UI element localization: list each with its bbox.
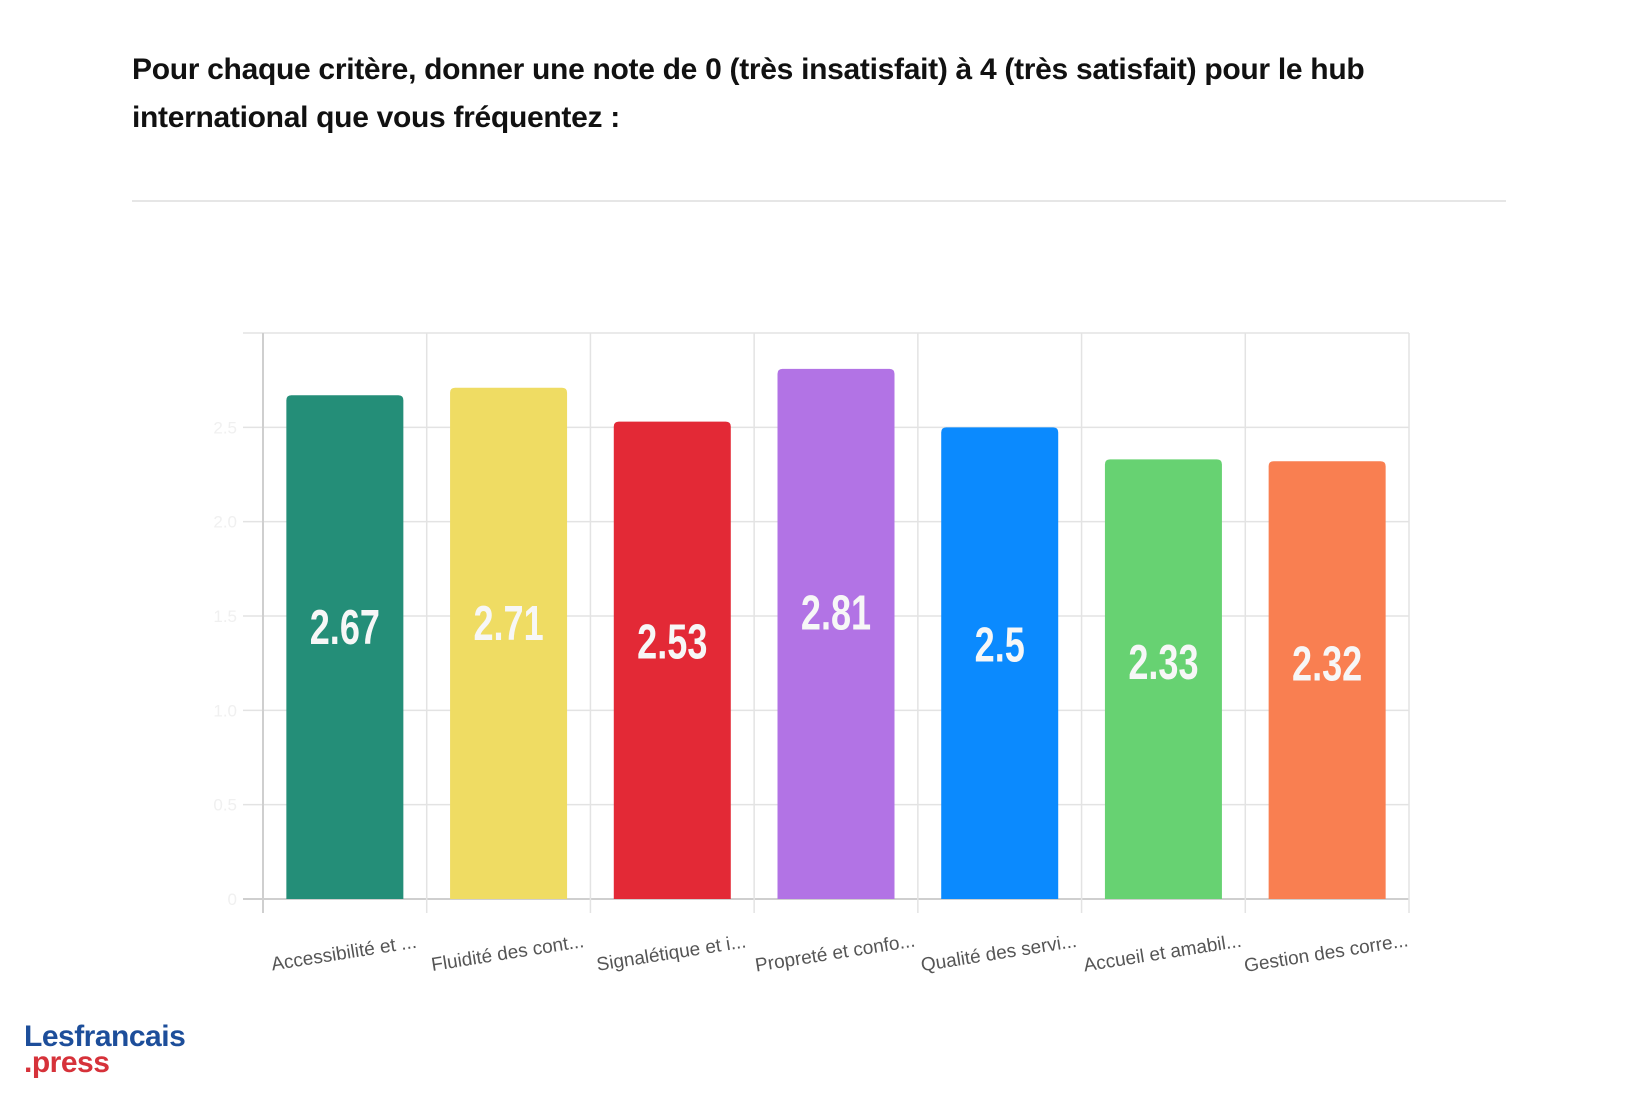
y-tick-label: 2.0 bbox=[213, 513, 237, 532]
bar[interactable] bbox=[941, 427, 1059, 899]
bar[interactable] bbox=[777, 368, 895, 899]
data-label: 2.32 bbox=[1292, 637, 1362, 692]
x-tick-label: Propreté et confo... bbox=[754, 931, 917, 977]
data-label: 2.5 bbox=[975, 618, 1025, 673]
data-label: 2.67 bbox=[310, 601, 380, 656]
y-tick-label: 1.0 bbox=[213, 701, 237, 720]
bar[interactable] bbox=[1268, 461, 1386, 899]
title-divider bbox=[132, 200, 1506, 202]
bar[interactable] bbox=[613, 421, 731, 899]
x-tick-label: Fluidité des cont... bbox=[430, 931, 586, 976]
x-tick-label: Qualité des servi... bbox=[920, 931, 1079, 976]
bars bbox=[286, 368, 1386, 899]
data-label: 2.81 bbox=[801, 586, 871, 641]
lesfrancais-press-logo[interactable]: Lesfrancais .press bbox=[24, 1020, 186, 1079]
question-line-1: Pour chaque critère, donner une note de … bbox=[132, 53, 1365, 86]
data-labels: 2.67 2.71 2.53 2.81 2.5 2.33 2.32 bbox=[310, 586, 1362, 692]
survey-question: Pour chaque critère, donner une note de … bbox=[132, 46, 1532, 142]
x-tick-label: Accueil et amabil... bbox=[1082, 931, 1243, 977]
y-tick-label: 2.5 bbox=[213, 418, 237, 437]
y-tick-label: 0.5 bbox=[213, 796, 237, 815]
y-tick-label: 0 bbox=[228, 890, 237, 909]
data-label: 2.33 bbox=[1128, 636, 1198, 691]
y-tick-label: 1.5 bbox=[213, 607, 237, 626]
y-axis-ticks: 0 0.5 1.0 1.5 2.0 2.5 bbox=[213, 418, 237, 909]
data-label: 2.53 bbox=[637, 615, 707, 670]
x-axis-ticks: Accessibilité et ... Fluidité des cont...… bbox=[270, 930, 1410, 977]
bar[interactable] bbox=[1104, 459, 1222, 899]
data-label: 2.71 bbox=[473, 596, 543, 651]
bar[interactable] bbox=[286, 395, 404, 899]
x-tick-label: Signalétique et i... bbox=[595, 931, 747, 975]
logo-line-2: .press bbox=[24, 1046, 110, 1079]
x-tick-label: Gestion des corre... bbox=[1243, 930, 1410, 977]
logo-line-1: Lesfrancais bbox=[24, 1020, 186, 1053]
bar[interactable] bbox=[450, 387, 568, 899]
question-line-2: international que vous fréquentez : bbox=[132, 101, 620, 134]
x-tick-label: Accessibilité et ... bbox=[270, 932, 418, 976]
